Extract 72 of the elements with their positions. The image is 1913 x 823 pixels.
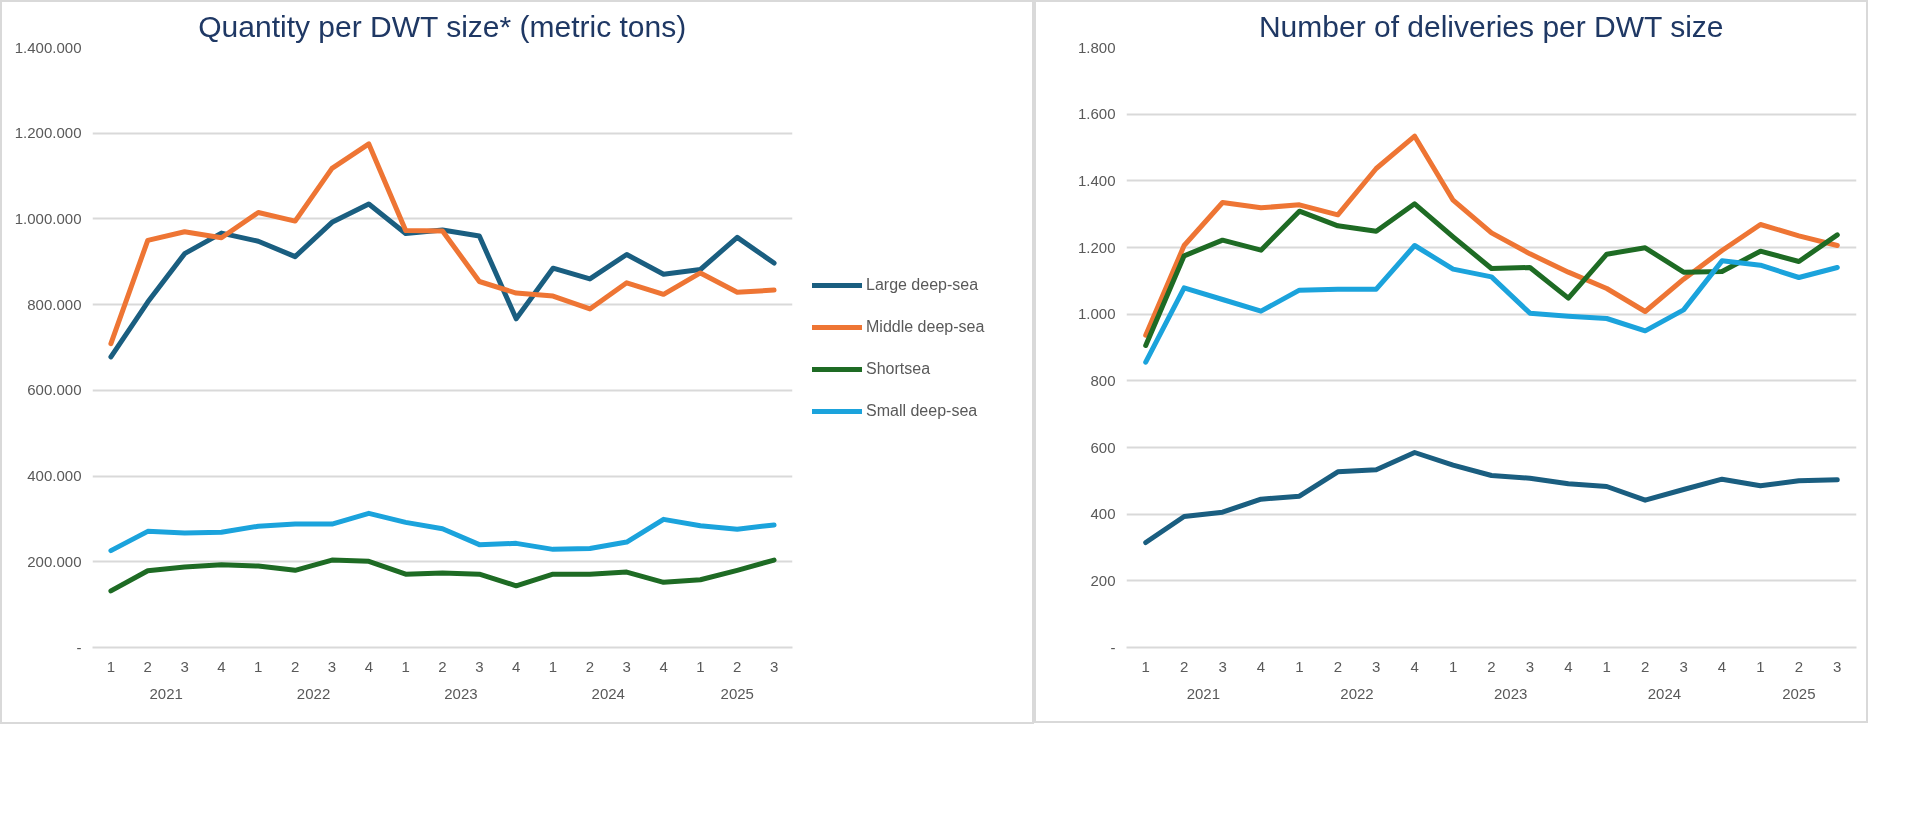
x-tick-label: 3 (180, 657, 189, 675)
y-tick-label: 1.000 (1077, 305, 1116, 323)
x-tick-label: 2 (1641, 657, 1650, 675)
text: 2024 (591, 684, 625, 702)
text: 2021 (149, 684, 183, 702)
x-tick-label: 2 (290, 657, 300, 675)
text: 2025 (1782, 684, 1816, 702)
x-tick-label: 4 (512, 657, 521, 675)
text: 2025 (720, 684, 754, 702)
y-tick-label: - (1110, 638, 1116, 656)
x-tick-label: 4 (217, 657, 226, 675)
x-tick-label: 4 (1564, 657, 1573, 675)
x-tick-label: 3 (327, 657, 337, 675)
y-tick-label: 800 (1090, 371, 1116, 389)
x-tick-label: 4 (364, 657, 373, 675)
x-tick-label: 1 (401, 657, 410, 675)
chart-title: Quantity per DWT size* (metric tons) (198, 9, 687, 43)
x-tick-label: 4 (659, 657, 668, 675)
text: 2021 (1186, 684, 1221, 702)
x-tick-label: 4 (1717, 657, 1727, 675)
x-tick-label: 1 (1756, 657, 1765, 675)
x-tick-label: 2 (1487, 657, 1496, 675)
legend-label: Middle deep-sea (866, 317, 985, 336)
x-tick-label: 1 (1295, 657, 1304, 675)
legend-label: Shortsea (866, 359, 931, 378)
y-tick-label: 400.000 (27, 467, 82, 485)
x-tick-label: 1 (1448, 657, 1458, 675)
y-tick-label: 1.000.000 (14, 209, 82, 227)
y-tick-label: - (76, 638, 82, 656)
y-tick-label: 1.600 (1077, 105, 1116, 123)
x-tick-label: 1 (254, 657, 263, 675)
y-tick-label: 600 (1090, 438, 1116, 456)
x-tick-label: 3 (1679, 657, 1688, 675)
x-tick-label: 4 (1410, 657, 1419, 675)
y-tick-label: 200 (1090, 571, 1116, 589)
x-tick-label: 3 (1218, 657, 1227, 675)
x-tick-label: 3 (622, 657, 631, 675)
y-tick-label: 600.000 (27, 381, 82, 399)
x-tick-label: 1 (696, 657, 705, 675)
x-tick-label: 2 (1794, 657, 1804, 675)
y-tick-label: 1.200 (1077, 238, 1116, 256)
x-tick-label: 3 (1372, 657, 1381, 675)
y-tick-label: 200.000 (27, 552, 82, 570)
x-tick-label: 1 (548, 657, 558, 675)
x-tick-label: 2 (1179, 657, 1189, 675)
text: 2024 (1647, 684, 1682, 702)
x-tick-label: 1 (1602, 657, 1611, 675)
y-tick-label: 1.800 (1077, 38, 1116, 56)
x-tick-label: 2 (143, 657, 152, 675)
y-tick-label: 400 (1090, 505, 1116, 523)
x-tick-label: 1 (1141, 657, 1150, 675)
y-tick-label: 800.000 (27, 295, 82, 313)
x-tick-label: 2 (1333, 657, 1342, 675)
x-tick-label: 3 (1525, 657, 1535, 675)
x-tick-label: 4 (1256, 657, 1266, 675)
x-tick-label: 3 (475, 657, 484, 675)
x-tick-label: 2 (585, 657, 595, 675)
legend-label: Small deep-sea (866, 401, 978, 420)
x-tick-label: 3 (769, 657, 779, 675)
x-tick-label: 2 (438, 657, 447, 675)
legend-label: Large deep-sea (866, 275, 979, 294)
text: 2023 (444, 684, 478, 702)
y-tick-label: 1.400.000 (14, 38, 82, 56)
chart-title: Number of deliveries per DWT size (1258, 9, 1724, 43)
y-tick-label: 1.400 (1077, 171, 1116, 189)
y-tick-label: 1.200.000 (14, 124, 82, 142)
x-tick-label: 1 (106, 657, 116, 675)
text: 2023 (1494, 684, 1528, 702)
text: 2022 (1340, 684, 1374, 702)
text: 2022 (296, 684, 331, 702)
x-tick-label: 2 (733, 657, 742, 675)
x-tick-label: 3 (1833, 657, 1842, 675)
